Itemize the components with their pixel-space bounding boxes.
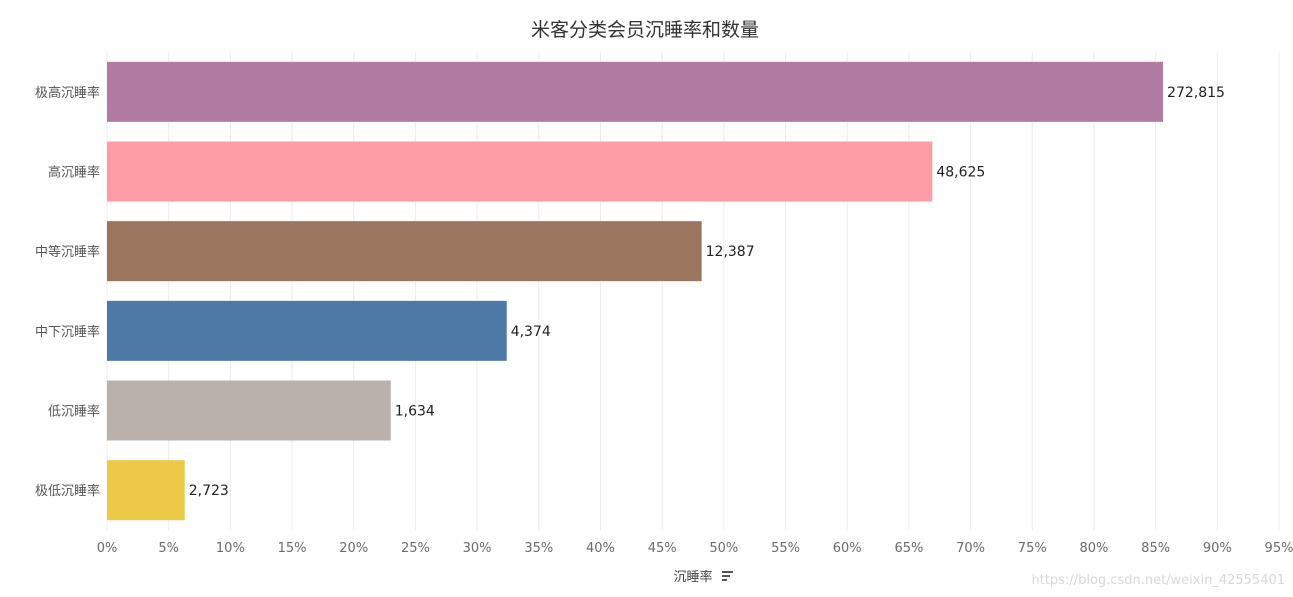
x-tick-label: 55% [771,541,800,556]
chart-title: 米客分类会员沉睡率和数量 [531,19,759,41]
bar[interactable] [107,141,933,202]
grid-lines [106,52,1280,530]
x-tick-label: 90% [1203,541,1232,556]
bar[interactable] [107,460,185,521]
x-tick-label: 25% [401,541,430,556]
x-tick-label: 15% [278,541,307,556]
sort-descending-icon[interactable] [722,571,733,581]
bar-value-label: 4,374 [511,324,551,340]
category-label: 高沉睡率 [48,165,100,181]
x-tick-label: 70% [956,541,985,556]
x-tick-label: 10% [216,541,245,556]
category-label: 极高沉睡率 [35,85,100,101]
x-tick-label: 60% [833,541,862,556]
category-label: 极低沉睡率 [35,483,100,499]
bar-value-label: 48,625 [936,165,985,181]
x-axis-title: 沉睡率 [673,569,712,585]
bar[interactable] [107,221,702,282]
x-tick-label: 95% [1265,541,1293,556]
x-tick-label: 30% [463,541,492,556]
bar-value-label: 2,723 [189,483,229,499]
x-tick-label: 50% [709,541,738,556]
category-label: 低沉睡率 [48,404,100,420]
bar[interactable] [107,300,507,361]
watermark: https://blog.csdn.net/weixin_42555401 [1031,573,1285,588]
bar[interactable] [107,61,1164,122]
category-label: 中等沉睡率 [35,244,100,260]
category-label: 中下沉睡率 [35,324,100,340]
x-tick-label: 75% [1018,541,1047,556]
x-tick-label: 85% [1141,541,1170,556]
x-tick-label: 40% [586,541,615,556]
bar-value-label: 12,387 [706,244,755,260]
bar-value-label: 1,634 [395,404,435,420]
bar-value-label: 272,815 [1167,85,1225,101]
x-tick-label: 0% [97,541,118,556]
x-tick-label: 80% [1079,541,1108,556]
bar[interactable] [107,380,391,441]
x-tick-label: 20% [339,541,368,556]
x-tick-label: 35% [524,541,553,556]
x-tick-label: 45% [648,541,677,556]
bars: 极高沉睡率 272,815 高沉睡率 48,625 中等沉睡率 12,387 中下沉睡率 4,… [35,61,1225,521]
x-axis-ticks: 0% 5% 10% 15% 20% 25% 30% 35% 40% 45% 50% 55% 60% 65%… [97,541,1293,556]
x-tick-label: 5% [158,541,179,556]
x-tick-label: 65% [894,541,923,556]
